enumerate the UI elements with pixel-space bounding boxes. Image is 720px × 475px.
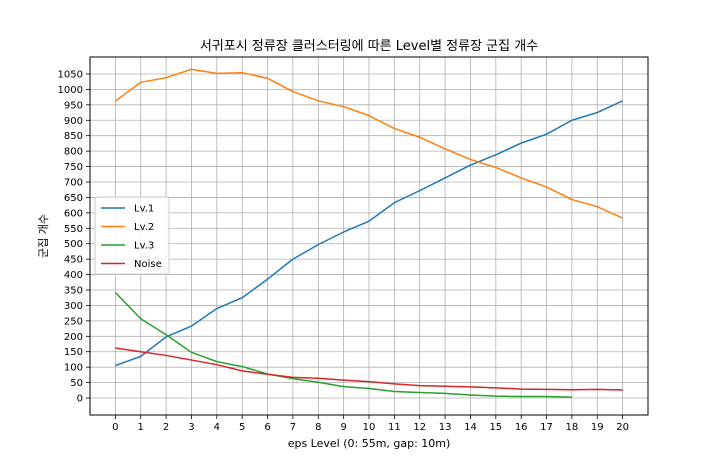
y-axis-label: 군집 개수 (37, 214, 50, 258)
y-tick-label: 600 (64, 208, 83, 219)
chart-title: 서귀포시 정류장 클러스터링에 따른 Level별 정류장 군집 개수 (200, 39, 538, 54)
x-tick-label: 15 (489, 422, 502, 433)
x-tick-label: 1 (138, 422, 144, 433)
x-axis-label: eps Level (0: 55m, gap: 10m) (288, 437, 451, 450)
x-tick-label: 11 (388, 422, 401, 433)
y-tick-label: 300 (64, 301, 83, 312)
y-tick-label: 1000 (58, 85, 83, 96)
series-lines (114, 68, 623, 398)
y-tick-label: 1050 (58, 69, 83, 80)
y-tick-label: 350 (64, 286, 83, 297)
series-line-lv-3 (114, 291, 572, 398)
x-tick-label: 3 (188, 422, 194, 433)
x-tick-label: 13 (439, 422, 452, 433)
y-tick-label: 650 (64, 193, 83, 204)
y-tick-label: 200 (64, 332, 83, 343)
series-line-lv-1 (115, 100, 623, 367)
y-tick-label: 50 (70, 378, 83, 389)
legend-box (94, 196, 170, 275)
x-tick-label: 12 (413, 422, 426, 433)
legend-label-lv-1: Lv.1 (134, 204, 154, 215)
y-tick-label: 800 (64, 147, 83, 158)
x-tick-label: 8 (315, 422, 321, 433)
legend-label-noise: Noise (134, 259, 162, 270)
grid (90, 57, 648, 415)
axis-ticks: 0 1 2 3 4 5 6 7 8 9 10 11 12 13 14 15 16 17 18 19 2005010015… (58, 69, 629, 433)
x-tick-label: 4 (214, 422, 220, 433)
y-tick-label: 700 (64, 177, 83, 188)
y-tick-label: 950 (64, 100, 83, 111)
y-tick-label: 500 (64, 239, 83, 250)
x-tick-label: 10 (363, 422, 376, 433)
series-line-noise (115, 347, 623, 391)
x-tick-label: 6 (264, 422, 270, 433)
x-tick-label: 9 (340, 422, 346, 433)
x-tick-label: 0 (112, 422, 118, 433)
y-tick-label: 400 (64, 270, 83, 281)
x-tick-label: 20 (616, 422, 629, 433)
y-tick-label: 550 (64, 224, 83, 235)
y-tick-label: 100 (64, 363, 83, 374)
x-tick-label: 18 (566, 422, 579, 433)
x-tick-label: 16 (515, 422, 528, 433)
y-tick-label: 750 (64, 162, 83, 173)
x-tick-label: 19 (591, 422, 604, 433)
y-tick-label: 900 (64, 116, 83, 127)
x-tick-label: 5 (239, 422, 245, 433)
legend-label-lv-3: Lv.3 (134, 241, 154, 252)
legend-items: Lv.1 Lv.2 Lv.3 Noise (101, 204, 162, 270)
x-tick-label: 14 (464, 422, 477, 433)
legend: Lv.1 Lv.2 Lv.3 Noise (94, 196, 170, 275)
x-tick-label: 17 (540, 422, 553, 433)
y-tick-label: 450 (64, 255, 83, 266)
series-line-lv-2 (114, 68, 623, 219)
x-tick-label: 7 (290, 422, 296, 433)
y-tick-label: 150 (64, 347, 83, 358)
y-tick-label: 250 (64, 316, 83, 327)
y-tick-label: 0 (77, 394, 83, 405)
y-tick-label: 850 (64, 131, 83, 142)
legend-label-lv-2: Lv.2 (134, 222, 154, 233)
x-tick-label: 2 (163, 422, 169, 433)
